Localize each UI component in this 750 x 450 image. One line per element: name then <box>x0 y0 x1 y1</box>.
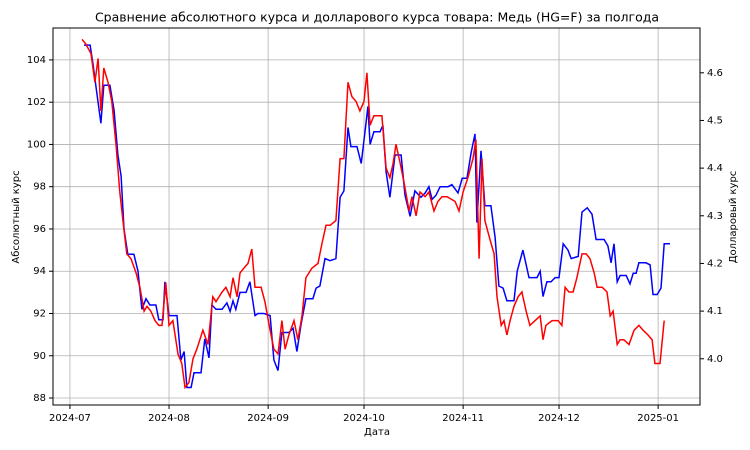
x-tick-label: 2024-08 <box>148 413 190 424</box>
x-tick-label: 2024-09 <box>247 413 289 424</box>
x-axis-label: Дата <box>364 427 390 438</box>
y-tick-label: 90 <box>33 351 46 362</box>
y-tick-label: 98 <box>33 182 46 193</box>
x-tick-label: 2024-10 <box>343 413 385 424</box>
y-tick-label: 100 <box>27 139 46 150</box>
plot-frame <box>52 27 701 406</box>
y-tick-label: 92 <box>33 308 46 319</box>
series-line <box>81 38 665 390</box>
y2-tick-label: 4.6 <box>707 68 723 79</box>
y-axis-label: Абсолютный курс <box>11 170 22 263</box>
x-tick-label: 2024-07 <box>49 413 91 424</box>
y2-tick-label: 4.5 <box>707 115 723 126</box>
y2-tick-label: 4.1 <box>707 306 723 317</box>
y2-tick-label: 4.2 <box>707 258 723 269</box>
x-tick-label: 2025-01 <box>637 413 679 424</box>
y2-tick-label: 4.4 <box>707 163 723 174</box>
x-tick-label: 2024-12 <box>538 413 580 424</box>
y-tick-label: 102 <box>27 97 46 108</box>
x-tick-label: 2024-11 <box>442 413 484 424</box>
y-tick-label: 104 <box>27 55 46 66</box>
series-line <box>84 44 670 389</box>
y-tick-label: 88 <box>33 393 46 404</box>
y-tick-label: 94 <box>33 266 46 277</box>
y2-tick-label: 4.0 <box>707 354 723 365</box>
y-tick-label: 96 <box>33 224 46 235</box>
chart-title: Сравнение абсолютного курса и долларовог… <box>95 10 659 25</box>
y2-axis-label: Долларовый курс <box>728 171 739 264</box>
y2-tick-label: 4.3 <box>707 211 723 222</box>
